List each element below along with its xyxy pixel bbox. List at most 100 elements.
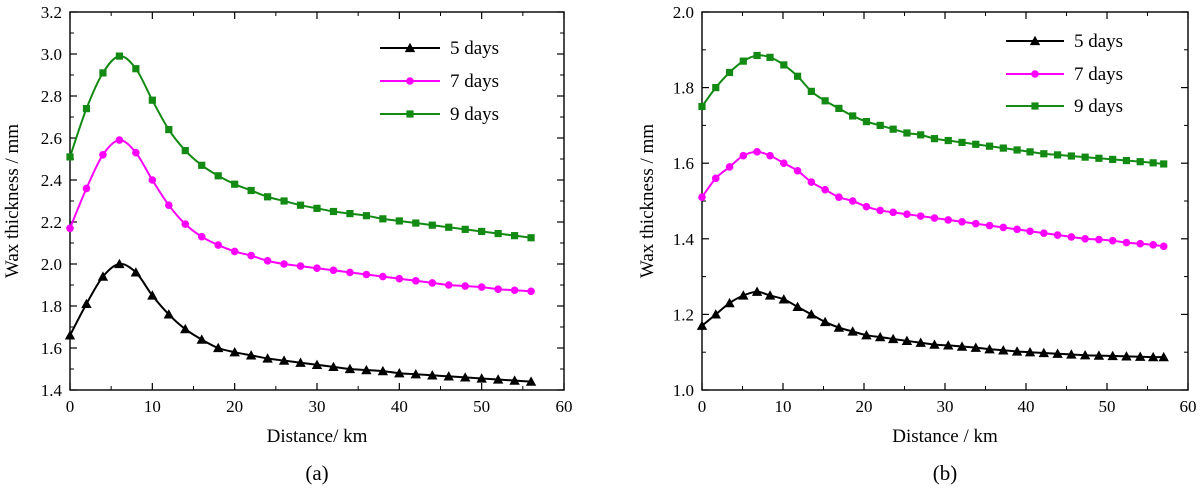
series-9-days xyxy=(698,51,1168,168)
data-point xyxy=(296,201,305,209)
data-point xyxy=(793,72,802,80)
data-point xyxy=(889,125,897,133)
data-point xyxy=(944,136,952,145)
data-point xyxy=(698,193,706,202)
data-point xyxy=(930,135,939,143)
data-point xyxy=(1136,158,1144,166)
legend-marker xyxy=(1029,35,1041,46)
data-point xyxy=(985,221,994,230)
data-point xyxy=(1052,348,1063,358)
x-tick-label: 40 xyxy=(1018,397,1035,416)
data-point xyxy=(971,219,980,228)
data-point xyxy=(494,229,502,238)
data-point xyxy=(99,69,107,77)
data-point xyxy=(163,309,174,319)
legend-entry: 5 days xyxy=(380,38,499,59)
data-point xyxy=(725,163,734,171)
y-tick-label: 3.0 xyxy=(41,45,62,64)
data-point xyxy=(461,225,469,233)
data-point xyxy=(525,376,537,386)
data-point xyxy=(835,104,843,112)
data-point xyxy=(985,142,994,150)
data-point xyxy=(99,151,107,159)
data-point xyxy=(213,342,224,353)
data-point xyxy=(478,227,486,236)
x-tick-label: 30 xyxy=(309,397,326,416)
data-point xyxy=(329,266,338,275)
legend-entry: 5 days xyxy=(1006,31,1123,52)
y-tick-label: 3.2 xyxy=(41,3,62,22)
data-point xyxy=(1122,156,1131,165)
data-point xyxy=(245,350,257,360)
x-tick-label: 40 xyxy=(391,397,408,416)
legend-entry: 9 days xyxy=(1006,96,1123,117)
data-point xyxy=(97,271,109,281)
data-point xyxy=(296,262,305,270)
data-point xyxy=(712,84,720,92)
data-point xyxy=(710,309,721,319)
data-point xyxy=(477,283,486,291)
data-point xyxy=(819,316,831,327)
legend-label: 9 days xyxy=(1074,96,1123,117)
data-point xyxy=(1093,350,1105,360)
data-point xyxy=(395,274,404,283)
data-point xyxy=(394,368,405,378)
data-point xyxy=(848,197,857,205)
data-point xyxy=(833,322,845,332)
data-point xyxy=(147,290,158,300)
data-point xyxy=(1081,235,1089,243)
legend-label: 5 days xyxy=(450,38,499,59)
data-point xyxy=(821,97,829,105)
legend-marker xyxy=(406,77,414,85)
data-point xyxy=(793,166,802,175)
data-point xyxy=(165,201,173,209)
data-point xyxy=(115,52,123,60)
y-tick-label: 2.4 xyxy=(41,171,63,190)
data-point xyxy=(1149,241,1157,249)
data-point xyxy=(1013,146,1021,154)
data-point xyxy=(1081,153,1089,161)
chart-panel-b: 0 10 20 30 40 50 60 1.0 1.2 1.4 1.6 1.8 2.0 Distance … xyxy=(637,3,1197,485)
data-point xyxy=(428,279,437,287)
legend-label: 9 days xyxy=(450,104,499,125)
data-point xyxy=(753,51,761,60)
data-point xyxy=(901,335,913,346)
data-point xyxy=(917,131,925,139)
data-point xyxy=(1026,148,1034,156)
data-point xyxy=(196,334,207,344)
data-point xyxy=(1026,227,1034,236)
data-point xyxy=(66,224,74,233)
data-point xyxy=(958,138,966,147)
data-point xyxy=(1136,239,1145,248)
series-5-days xyxy=(64,258,537,386)
data-point xyxy=(780,159,788,167)
data-point xyxy=(346,210,354,218)
data-point xyxy=(1053,151,1062,159)
data-point xyxy=(344,363,356,374)
data-point xyxy=(970,342,981,352)
data-point xyxy=(1038,347,1050,358)
series-9-days xyxy=(66,52,535,242)
panel-label: (b) xyxy=(933,461,958,485)
data-point xyxy=(410,369,421,379)
data-point xyxy=(861,329,872,340)
data-point xyxy=(1108,236,1117,245)
data-point xyxy=(148,176,157,184)
data-point xyxy=(461,282,470,290)
data-point xyxy=(766,151,774,160)
data-point xyxy=(262,353,273,363)
data-point xyxy=(1121,351,1132,361)
legend-marker xyxy=(404,42,416,53)
x-tick-label: 50 xyxy=(473,397,490,416)
y-tick-label: 1.4 xyxy=(673,230,695,249)
plot-frame xyxy=(69,11,565,391)
legend-label: 5 days xyxy=(1074,31,1123,52)
legend-entry: 7 days xyxy=(1006,64,1123,85)
data-point xyxy=(806,309,817,319)
data-point xyxy=(876,121,884,129)
legend-entry: 9 days xyxy=(380,104,499,125)
data-point xyxy=(1067,152,1075,160)
data-point xyxy=(778,294,790,304)
chart-panel-a: 0 10 20 30 40 50 60 1.4 1.6 1.8 2.0 2.2 2.4 2.6 2.8 3.0… xyxy=(2,3,573,485)
